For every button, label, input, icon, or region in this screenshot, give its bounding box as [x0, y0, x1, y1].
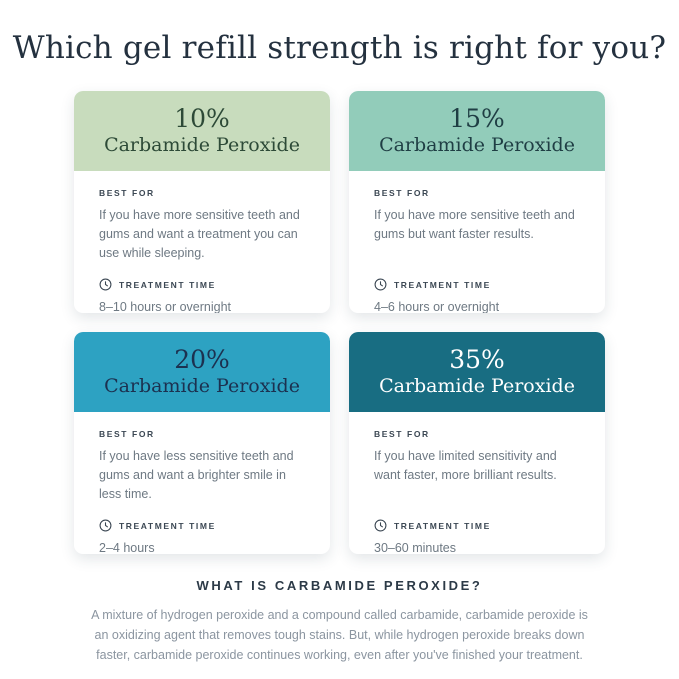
treatment-time-row: TREATMENT TIME — [374, 519, 580, 532]
treatment-time-label: TREATMENT TIME — [394, 520, 491, 531]
best-for-label: BEST FOR — [99, 429, 155, 439]
treatment-time-label: TREATMENT TIME — [394, 279, 491, 290]
card-body: BEST FOR If you have limited sensitivity… — [349, 412, 605, 554]
card-compound: Carbamide Peroxide — [379, 133, 575, 156]
card-compound: Carbamide Peroxide — [379, 374, 575, 397]
card-header-10: 10% Carbamide Peroxide — [74, 91, 330, 171]
best-for-text: If you have more sensitive teeth and gum… — [99, 208, 300, 260]
strength-card-grid: 10% Carbamide Peroxide BEST FOR If you h… — [74, 91, 605, 554]
card-header-20: 20% Carbamide Peroxide — [74, 332, 330, 412]
treatment-time-value: 8–10 hours or overnight — [99, 300, 232, 313]
card-percent: 20% — [174, 345, 230, 375]
strength-card-10: 10% Carbamide Peroxide BEST FOR If you h… — [74, 91, 330, 313]
footer-heading: WHAT IS CARBAMIDE PEROXIDE? — [196, 578, 483, 593]
treatment-time-value: 30–60 minutes — [374, 541, 457, 554]
best-for-label: BEST FOR — [374, 429, 430, 439]
page-title: Which gel refill strength is right for y… — [12, 30, 667, 66]
best-for-text: If you have less sensitive teeth and gum… — [99, 449, 294, 501]
treatment-time-label: TREATMENT TIME — [119, 520, 216, 531]
card-percent: 35% — [449, 345, 505, 375]
card-header-15: 15% Carbamide Peroxide — [349, 91, 605, 171]
card-compound: Carbamide Peroxide — [104, 133, 300, 156]
card-body: BEST FOR If you have more sensitive teet… — [349, 171, 605, 313]
best-for-text: If you have limited sensitivity and want… — [374, 449, 557, 482]
card-body: BEST FOR If you have more sensitive teet… — [74, 171, 330, 313]
clock-icon — [374, 519, 387, 532]
card-header-35: 35% Carbamide Peroxide — [349, 332, 605, 412]
treatment-time-value: 2–4 hours — [99, 541, 155, 554]
clock-icon — [99, 278, 112, 291]
clock-icon — [374, 278, 387, 291]
card-percent: 10% — [174, 104, 230, 134]
best-for-label: BEST FOR — [374, 188, 430, 198]
clock-icon — [99, 519, 112, 532]
treatment-time-row: TREATMENT TIME — [374, 278, 580, 291]
best-for-text: If you have more sensitive teeth and gum… — [374, 208, 575, 241]
strength-card-20: 20% Carbamide Peroxide BEST FOR If you h… — [74, 332, 330, 554]
card-body: BEST FOR If you have less sensitive teet… — [74, 412, 330, 554]
best-for-label: BEST FOR — [99, 188, 155, 198]
treatment-time-label: TREATMENT TIME — [119, 279, 216, 290]
card-compound: Carbamide Peroxide — [104, 374, 300, 397]
treatment-time-value: 4–6 hours or overnight — [374, 300, 500, 313]
treatment-time-row: TREATMENT TIME — [99, 519, 305, 532]
footer-text: A mixture of hydrogen peroxide and a com… — [91, 608, 588, 662]
strength-card-15: 15% Carbamide Peroxide BEST FOR If you h… — [349, 91, 605, 313]
card-percent: 15% — [449, 104, 505, 134]
footer-section: WHAT IS CARBAMIDE PEROXIDE? A mixture of… — [0, 578, 679, 665]
treatment-time-row: TREATMENT TIME — [99, 278, 305, 291]
strength-card-35: 35% Carbamide Peroxide BEST FOR If you h… — [349, 332, 605, 554]
